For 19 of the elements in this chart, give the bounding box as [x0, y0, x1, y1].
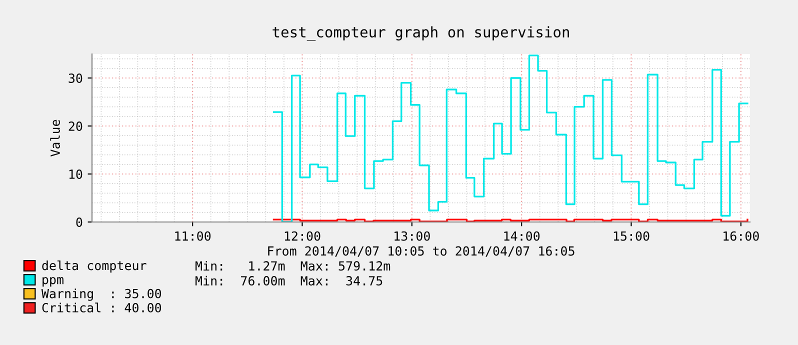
y-tick-label: 0 [76, 218, 82, 227]
text: Min: 76.00m Max: 34.75 [196, 276, 382, 286]
legend-label: ppm [42, 277, 64, 287]
x-tick-label: 12:00 [284, 231, 320, 241]
x-tick-label: 16:00 [724, 231, 759, 241]
text: Min: 1.27m Max: 579.12m [196, 260, 390, 271]
x-tick-label: 13:00 [394, 231, 430, 241]
legend-label: delta compteur [42, 260, 146, 273]
x-tick-label: 11:00 [175, 231, 211, 241]
text: Critical : 40.00 [42, 302, 162, 312]
y-tick-label: 10 [69, 170, 82, 179]
text: Warning : 35.00 [41, 288, 162, 301]
x-axis-title: From 2014/04/07 10:05 to 2014/04/07 16:05 [268, 246, 574, 257]
y-tick-label: 30 [68, 74, 82, 83]
y-axis-title: Value [50, 120, 60, 156]
x-tick-label: 15:00 [614, 231, 650, 241]
x-tick-label: 14:00 [504, 231, 540, 241]
chart-title: test_compteur graph on supervision [272, 26, 569, 41]
y-tick-label: 20 [68, 122, 82, 131]
